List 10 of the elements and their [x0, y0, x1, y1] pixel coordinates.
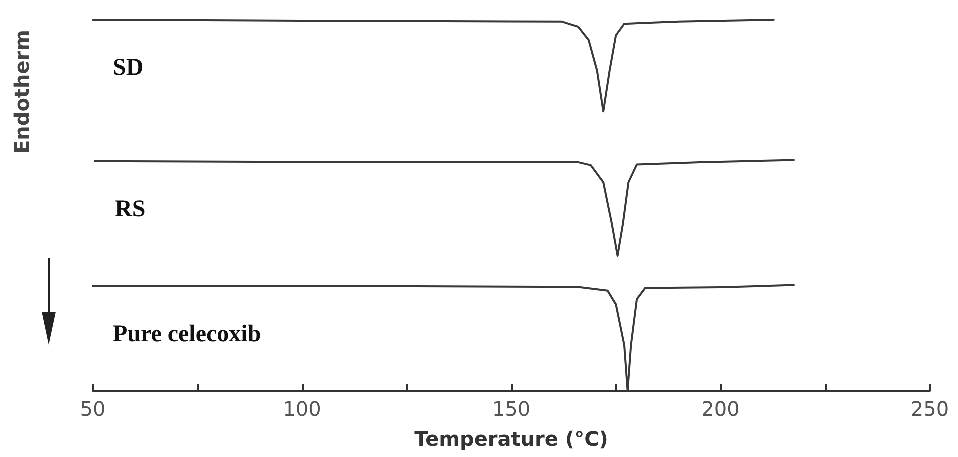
- x-tick-label: 250: [910, 397, 950, 421]
- x-tick-label: 200: [702, 397, 740, 421]
- y-axis-title: Endotherm: [10, 30, 34, 154]
- x-tick-label: 50: [80, 397, 106, 421]
- x-tick-label: 100: [283, 397, 322, 421]
- series-label: SD: [113, 55, 144, 81]
- series-label: RS: [115, 196, 146, 222]
- x-axis-title: Temperature (°C): [414, 427, 608, 451]
- series-label: Pure celecoxib: [113, 321, 262, 348]
- x-tick-label: 150: [492, 397, 531, 421]
